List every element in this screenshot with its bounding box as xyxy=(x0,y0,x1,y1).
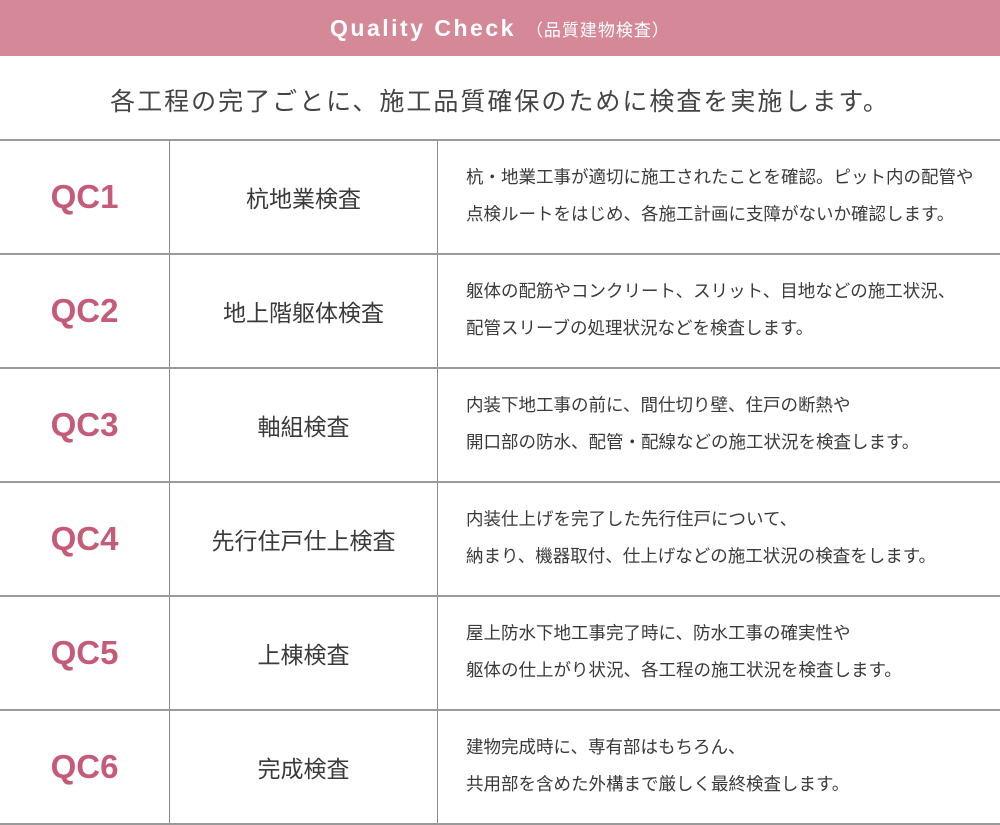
description-line: 屋上防水下地工事完了時に、防水工事の確実性や xyxy=(466,624,851,644)
inspection-name: 上棟検査 xyxy=(170,597,438,709)
inspection-description: 屋上防水下地工事完了時に、防水工事の確実性や 躯体の仕上がり状況、各工程の施工状… xyxy=(438,597,1000,709)
table-row: QC1 杭地業検査 杭・地業工事が適切に施工されたことを確認。ピット内の配管や … xyxy=(0,141,1000,255)
description-line: 躯体の配筋やコンクリート、スリット、目地などの施工状況、 xyxy=(466,282,956,302)
inspection-description: 躯体の配筋やコンクリート、スリット、目地などの施工状況、 配管スリーブの処理状況… xyxy=(438,255,1000,367)
description-line: 共用部を含めた外構まで厳しく最終検査します。 xyxy=(466,775,850,795)
inspection-name: 杭地業検査 xyxy=(170,141,438,253)
quality-check-table: QC1 杭地業検査 杭・地業工事が適切に施工されたことを確認。ピット内の配管や … xyxy=(0,139,1000,825)
inspection-name: 先行住戸仕上検査 xyxy=(170,483,438,595)
table-row: QC3 軸組検査 内装下地工事の前に、間仕切り壁、住戸の断熱や 開口部の防水、配… xyxy=(0,369,1000,483)
inspection-description: 杭・地業工事が適切に施工されたことを確認。ピット内の配管や 点検ルートをはじめ、… xyxy=(438,141,1000,253)
description-line: 建物完成時に、専有部はもちろん、 xyxy=(466,738,746,758)
qc-code: QC2 xyxy=(0,255,170,367)
description-line: 点検ルートをはじめ、各施工計画に支障がないか確認します。 xyxy=(466,205,955,225)
inspection-name: 地上階躯体検査 xyxy=(170,255,438,367)
description-line: 配管スリーブの処理状況などを検査します。 xyxy=(466,319,814,339)
inspection-description: 内装下地工事の前に、間仕切り壁、住戸の断熱や 開口部の防水、配管・配線などの施工… xyxy=(438,369,1000,481)
table-row: QC2 地上階躯体検査 躯体の配筋やコンクリート、スリット、目地などの施工状況、… xyxy=(0,255,1000,369)
description-line: 開口部の防水、配管・配線などの施工状況を検査します。 xyxy=(466,433,920,453)
qc-code: QC1 xyxy=(0,141,170,253)
inspection-name: 完成検査 xyxy=(170,711,438,823)
qc-code: QC3 xyxy=(0,369,170,481)
inspection-description: 内装仕上げを完了した先行住戸について、 納まり、機器取付、仕上げなどの施工状況の… xyxy=(438,483,1000,595)
lead-text: 各工程の完了ごとに、施工品質確保のために検査を実施します。 xyxy=(110,87,890,116)
header-banner: Quality Check （品質建物検査） xyxy=(0,0,1000,56)
qc-code: QC5 xyxy=(0,597,170,709)
description-line: 躯体の仕上がり状況、各工程の施工状況を検査します。 xyxy=(466,661,902,681)
description-line: 納まり、機器取付、仕上げなどの施工状況の検査をします。 xyxy=(466,547,937,567)
table-row: QC4 先行住戸仕上検査 内装仕上げを完了した先行住戸について、 納まり、機器取… xyxy=(0,483,1000,597)
qc-code: QC4 xyxy=(0,483,170,595)
qc-code: QC6 xyxy=(0,711,170,823)
table-row: QC5 上棟検査 屋上防水下地工事完了時に、防水工事の確実性や 躯体の仕上がり状… xyxy=(0,597,1000,711)
header-title-en: Quality Check xyxy=(330,14,516,41)
description-line: 内装仕上げを完了した先行住戸について、 xyxy=(466,510,798,530)
description-line: 内装下地工事の前に、間仕切り壁、住戸の断熱や xyxy=(466,396,851,416)
inspection-description: 建物完成時に、専有部はもちろん、 共用部を含めた外構まで厳しく最終検査します。 xyxy=(438,711,1000,823)
inspection-name: 軸組検査 xyxy=(170,369,438,481)
header-title-jp: （品質建物検査） xyxy=(525,20,670,41)
table-row: QC6 完成検査 建物完成時に、専有部はもちろん、 共用部を含めた外構まで厳しく… xyxy=(0,711,1000,825)
description-line: 杭・地業工事が適切に施工されたことを確認。ピット内の配管や xyxy=(466,168,974,188)
